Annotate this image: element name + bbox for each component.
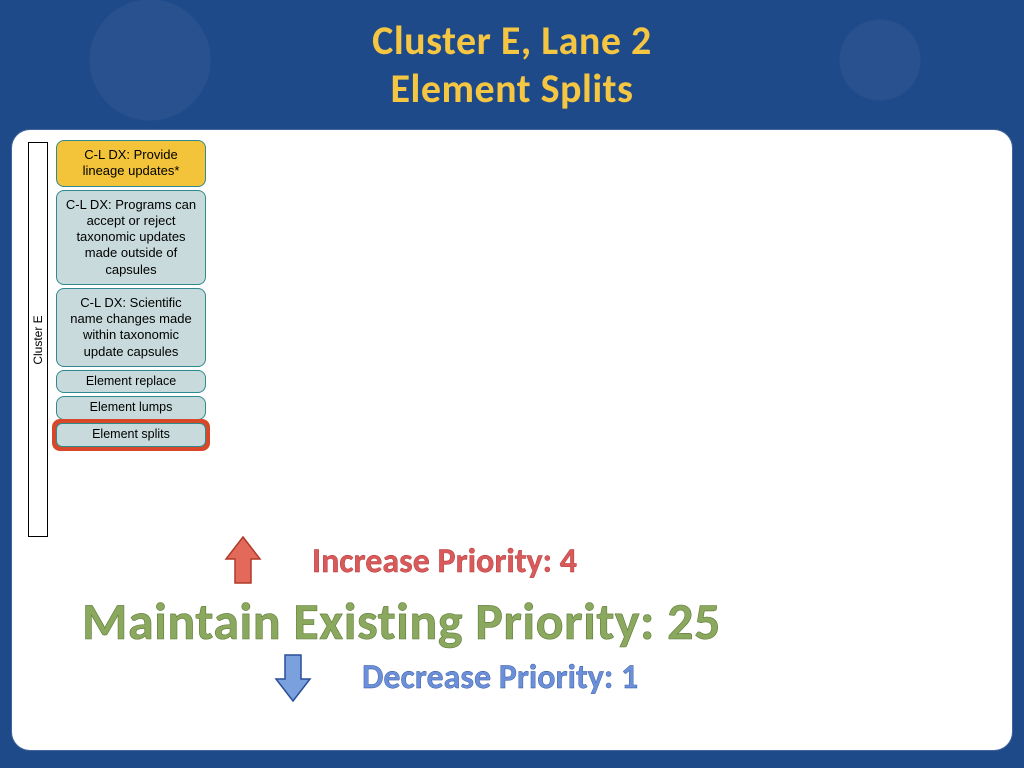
- title-line-1: Cluster E, Lane 2: [372, 17, 652, 65]
- stack-box: C-L DX: Programs can accept or reject ta…: [56, 190, 206, 285]
- maintain-label: Maintain Existing Priority:: [82, 589, 667, 653]
- priority-block: Increase Priority: 4 Maintain Existing P…: [222, 535, 1002, 707]
- content-panel: Cluster E C-L DX: Provide lineage update…: [12, 130, 1012, 750]
- stack-box: C-L DX: Provide lineage updates*: [56, 140, 206, 187]
- stack-box-highlighted: Element splits: [56, 423, 206, 447]
- maintain-priority-text: Maintain Existing Priority: 25: [82, 589, 721, 653]
- increase-priority-text: Increase Priority: 4: [312, 541, 577, 582]
- increase-value: 4: [560, 541, 577, 582]
- increase-row: Increase Priority: 4: [222, 535, 1002, 587]
- decrease-value: 1: [621, 657, 638, 698]
- arrow-down-icon: [272, 651, 314, 703]
- stack-box: Element replace: [56, 370, 206, 394]
- stack-box: Element lumps: [56, 396, 206, 420]
- increase-label: Increase Priority:: [312, 541, 560, 582]
- title-line-2: Element Splits: [391, 65, 634, 113]
- decrease-label: Decrease Priority:: [362, 657, 621, 698]
- cluster-side-label-text: Cluster E: [31, 315, 45, 364]
- stack-box: C-L DX: Scientific name changes made wit…: [56, 288, 206, 367]
- slide-header: Cluster E, Lane 2 Element Splits: [0, 0, 1024, 130]
- arrow-up-icon: [222, 535, 264, 587]
- element-stack: C-L DX: Provide lineage updates* C-L DX:…: [56, 140, 206, 447]
- cluster-side-label: Cluster E: [28, 142, 48, 537]
- maintain-row: Maintain Existing Priority: 25: [222, 589, 1002, 653]
- maintain-value: 25: [667, 589, 721, 653]
- decrease-priority-text: Decrease Priority: 1: [362, 657, 638, 698]
- decrease-row: Decrease Priority: 1: [222, 651, 1002, 703]
